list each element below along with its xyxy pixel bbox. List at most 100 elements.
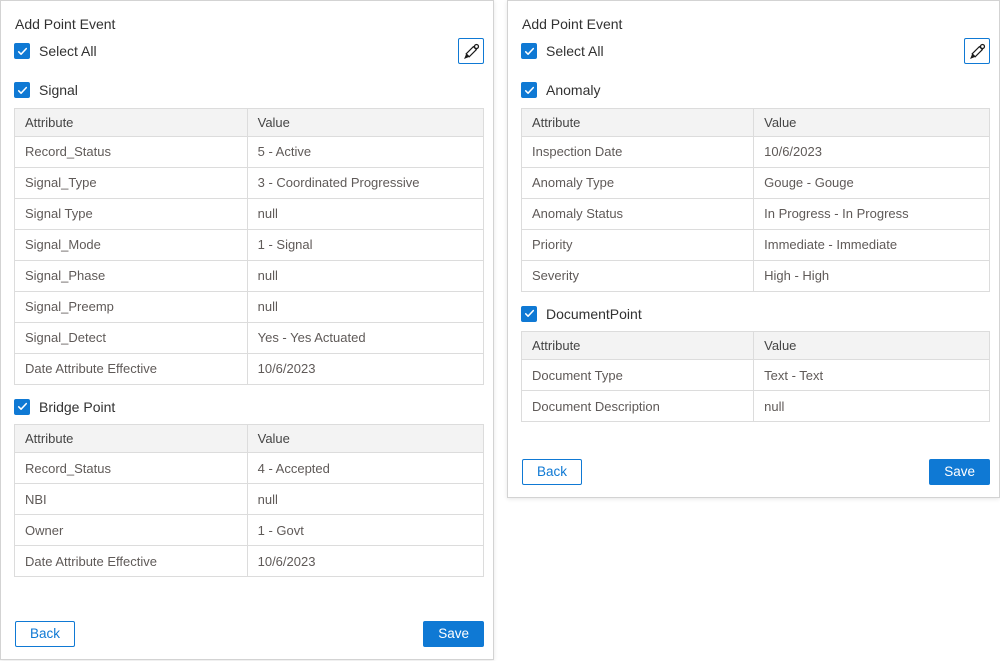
- bridge-point-label: Bridge Point: [39, 398, 116, 415]
- table-row: Signal_Preemp null: [14, 290, 485, 323]
- signal-group: Signal Attribute Value Record_Status 5 - …: [14, 82, 485, 385]
- value-cell: 10/6/2023: [246, 545, 485, 577]
- attribute-cell: Document Description: [520, 390, 755, 422]
- attribute-cell: Signal_Mode: [14, 228, 248, 261]
- anomaly-attributes-table: Attribute Value Inspection Date 10/6/2023…: [520, 107, 990, 292]
- table-row: Signal_Phase null: [14, 259, 485, 292]
- value-cell: 1 - Signal: [246, 228, 485, 261]
- page-title: Add Point Event: [15, 16, 116, 32]
- attribute-cell: Document Type: [520, 359, 755, 391]
- signal-attributes-table: Attribute Value Record_Status 5 - Active …: [14, 107, 485, 385]
- attribute-cell: Severity: [520, 259, 755, 292]
- attribute-cell: Signal_Detect: [14, 321, 248, 354]
- bridge-point-checkbox[interactable]: Bridge Point: [14, 398, 116, 415]
- table-row: Record_Status 5 - Active: [14, 135, 485, 168]
- anomaly-group: Anomaly Attribute Value Inspection Date 1…: [520, 82, 990, 292]
- column-header-value: Value: [753, 331, 990, 360]
- attribute-cell: Signal Type: [14, 197, 248, 230]
- value-cell: In Progress - In Progress: [753, 197, 990, 230]
- table-header-row: Attribute Value: [14, 107, 485, 137]
- attribute-cell: Signal_Phase: [14, 259, 248, 292]
- table-row: Anomaly Status In Progress - In Progress: [520, 197, 990, 230]
- save-button[interactable]: Save: [423, 621, 484, 647]
- value-cell: 3 - Coordinated Progressive: [246, 166, 485, 199]
- panel-toolbar: Select All: [14, 38, 484, 64]
- column-header-attribute: Attribute: [520, 331, 755, 360]
- bridge-point-group: Bridge Point Attribute Value Record_Stat…: [14, 398, 485, 577]
- attribute-cell: Inspection Date: [520, 135, 755, 168]
- table-row: Document Description null: [520, 390, 990, 422]
- table-row: Record_Status 4 - Accepted: [14, 452, 485, 484]
- back-button[interactable]: Back: [522, 459, 583, 485]
- value-cell: null: [753, 390, 990, 422]
- document-point-checkbox[interactable]: DocumentPoint: [521, 305, 642, 322]
- table-row: NBI null: [14, 483, 485, 515]
- eyedropper-button[interactable]: [964, 38, 990, 64]
- attribute-cell: Date Attribute Effective: [14, 545, 248, 577]
- select-all-checkbox[interactable]: Select All: [521, 43, 604, 59]
- column-header-attribute: Attribute: [14, 424, 248, 453]
- attribute-cell: Anomaly Type: [520, 166, 755, 199]
- anomaly-checkbox[interactable]: Anomaly: [521, 82, 600, 98]
- checkmark-icon[interactable]: [521, 82, 537, 98]
- table-row: Inspection Date 10/6/2023: [520, 135, 990, 168]
- page-title: Add Point Event: [522, 16, 623, 32]
- table-row: Owner 1 - Govt: [14, 514, 485, 546]
- column-header-value: Value: [246, 424, 485, 453]
- value-cell: 10/6/2023: [753, 135, 990, 168]
- document-point-attributes-table: Attribute Value Document Type Text - Text…: [520, 331, 990, 422]
- add-point-event-panel-right: Add Point Event Select All Anomaly: [507, 0, 1000, 498]
- table-header-row: Attribute Value: [520, 331, 990, 360]
- attribute-cell: NBI: [14, 483, 248, 515]
- table-row: Signal_Detect Yes - Yes Actuated: [14, 321, 485, 354]
- checkmark-icon[interactable]: [14, 43, 30, 59]
- bridge-point-attributes-table: Attribute Value Record_Status 4 - Accepte…: [14, 424, 485, 577]
- add-point-event-panel-left: Add Point Event Select All Signal: [0, 0, 494, 660]
- attribute-cell: Record_Status: [14, 452, 248, 484]
- table-row: Priority Immediate - Immediate: [520, 228, 990, 261]
- checkmark-icon[interactable]: [14, 398, 30, 415]
- table-row: Date Attribute Effective 10/6/2023: [14, 545, 485, 577]
- value-cell: Gouge - Gouge: [753, 166, 990, 199]
- column-header-attribute: Attribute: [520, 107, 755, 137]
- attribute-cell: Signal_Type: [14, 166, 248, 199]
- table-row: Signal_Type 3 - Coordinated Progressive: [14, 166, 485, 199]
- value-cell: null: [246, 197, 485, 230]
- value-cell: 5 - Active: [246, 135, 485, 168]
- table-header-row: Attribute Value: [520, 107, 990, 137]
- table-row: Severity High - High: [520, 259, 990, 292]
- eyedropper-icon: [463, 43, 480, 60]
- checkmark-icon[interactable]: [521, 305, 537, 322]
- attribute-cell: Anomaly Status: [520, 197, 755, 230]
- checkmark-icon[interactable]: [14, 82, 30, 98]
- panel-toolbar: Select All: [521, 38, 990, 64]
- column-header-value: Value: [753, 107, 990, 137]
- value-cell: null: [246, 290, 485, 323]
- checkmark-icon[interactable]: [521, 43, 537, 59]
- select-all-checkbox[interactable]: Select All: [14, 43, 97, 59]
- panel-footer: Back Save: [14, 621, 484, 647]
- value-cell: Yes - Yes Actuated: [246, 321, 485, 354]
- table-row: Document Type Text - Text: [520, 359, 990, 391]
- document-point-group: DocumentPoint Attribute Value Document T…: [520, 305, 990, 422]
- table-row: Signal Type null: [14, 197, 485, 230]
- document-point-label: DocumentPoint: [546, 305, 642, 322]
- attribute-cell: Date Attribute Effective: [14, 352, 248, 385]
- table-row: Anomaly Type Gouge - Gouge: [520, 166, 990, 199]
- column-header-attribute: Attribute: [14, 107, 248, 137]
- signal-label: Signal: [39, 82, 78, 98]
- save-button[interactable]: Save: [929, 459, 990, 485]
- anomaly-label: Anomaly: [546, 82, 601, 98]
- select-all-label: Select All: [39, 43, 97, 59]
- value-cell: High - High: [753, 259, 990, 292]
- select-all-label: Select All: [546, 43, 604, 59]
- value-cell: Immediate - Immediate: [753, 228, 990, 261]
- attribute-cell: Signal_Preemp: [14, 290, 248, 323]
- value-cell: null: [246, 259, 485, 292]
- eyedropper-icon: [969, 43, 986, 60]
- column-header-value: Value: [246, 107, 485, 137]
- attribute-cell: Priority: [520, 228, 755, 261]
- signal-checkbox[interactable]: Signal: [14, 82, 78, 98]
- back-button[interactable]: Back: [15, 621, 76, 647]
- eyedropper-button[interactable]: [458, 38, 484, 64]
